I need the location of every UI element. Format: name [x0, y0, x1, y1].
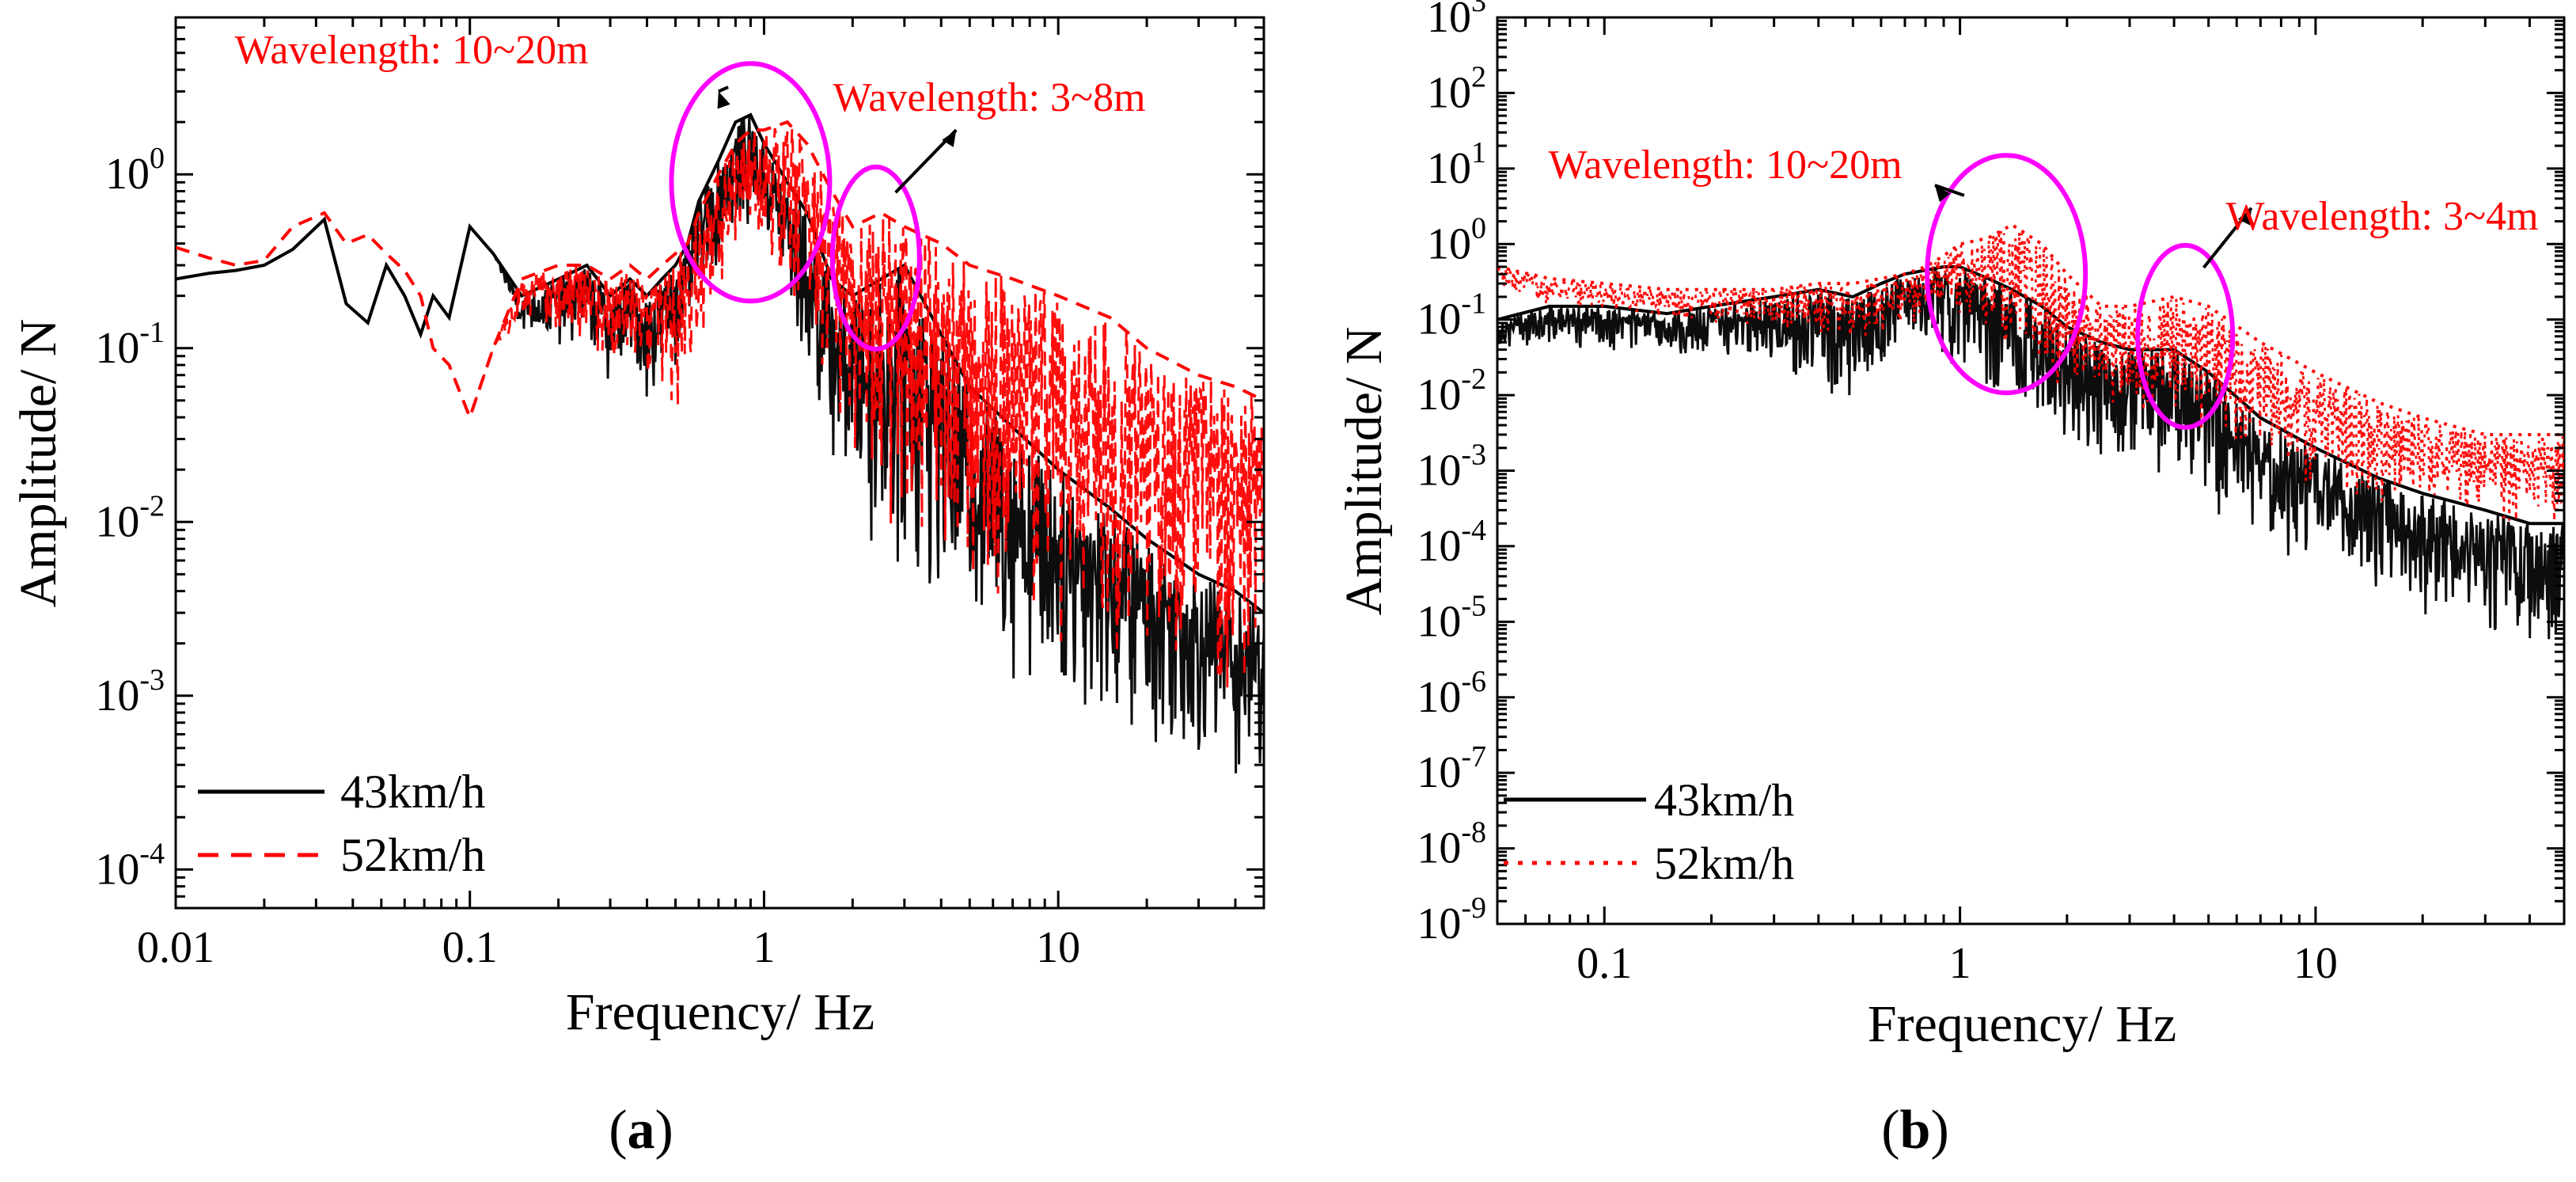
y-tick-label: 10-4 — [95, 837, 165, 894]
series-line-43km/h — [176, 115, 1264, 773]
series-line-43km/h — [1497, 268, 2564, 640]
annotation-label: Wavelength: 10~20m — [234, 28, 588, 73]
y-axis-label-b: Amplitude/ N — [1335, 327, 1393, 616]
y-tick-label: 10-1 — [95, 316, 165, 373]
annotation-arrowhead — [717, 91, 730, 109]
plot-frame-a — [174, 16, 1265, 910]
x-axis-label-a: Frequency/ Hz — [566, 983, 874, 1041]
y-tick-label: 10-8 — [1417, 816, 1486, 873]
annotations-a: Wavelength: 10~20m Wavelength: 3~8m — [234, 28, 1146, 352]
annotations-b: Wavelength: 10~20m Wavelength: 3~4m — [1548, 143, 2539, 430]
x-tick-label: 1 — [753, 923, 775, 972]
annotation-label: Wavelength: 10~20m — [1548, 143, 1902, 188]
series-peak-line-43km/h — [1497, 265, 2564, 526]
y-tick-label: 10-7 — [1417, 740, 1486, 797]
legend-label: 52km/h — [340, 829, 485, 881]
x-tick-label: 10 — [2293, 939, 2338, 988]
annotation-arrowhead — [942, 130, 957, 147]
annotation-arrowhead — [1934, 185, 1951, 203]
y-tick-label: 10-3 — [95, 663, 165, 720]
x-tick-label: 0.01 — [137, 923, 214, 972]
legend-label: 43km/h — [1654, 774, 1794, 826]
x-axis-label-b: Frequency/ Hz — [1868, 995, 2176, 1053]
y-tick-label: 10-6 — [1417, 665, 1486, 722]
annotation-ellipse — [1925, 153, 2088, 396]
y-tick-label: 10-4 — [1417, 514, 1486, 571]
y-tick-label: 100 — [1427, 211, 1486, 268]
y-axis-label-a: Amplitude/ N — [9, 319, 67, 608]
chart-panel-a: 0.01 0.1 1 10 10-4 10-3 10-2 10-1 100 43km/h 52km… — [9, 16, 1265, 1161]
y-tick-label: 10-5 — [1417, 589, 1486, 646]
y-tick-label: 10-2 — [95, 489, 165, 546]
legend-a: 43km/h 52km/h — [198, 766, 485, 881]
annotation-arrowhead — [2237, 207, 2252, 226]
series-line-52km/h — [1497, 230, 2564, 521]
panel-label-a: (a) — [609, 1100, 673, 1161]
y-tick-label: 10-1 — [1417, 287, 1486, 344]
annotation-ellipse — [829, 164, 922, 352]
axis-ticks-b: 0.1 1 10 10-9 10-8 10-7 10-6 10-5 10-4 10-3 10-2 10… — [1417, 0, 2566, 988]
y-tick-label: 101 — [1427, 136, 1486, 193]
y-tick-label: 10-3 — [1417, 439, 1486, 496]
y-tick-label: 103 — [1427, 0, 1486, 42]
y-tick-label: 10-9 — [1417, 891, 1486, 948]
data-layer-a — [176, 112, 1264, 773]
axis-ticks-a: 0.01 0.1 1 10 10-4 10-3 10-2 10-1 100 — [95, 16, 1265, 972]
x-tick-label: 0.1 — [1576, 939, 1632, 988]
annotation-ellipse — [2135, 242, 2236, 430]
chart-panel-b: 0.1 1 10 10-9 10-8 10-7 10-6 10-5 10-4 10-3 10-2 10… — [1335, 0, 2566, 1161]
y-tick-label: 102 — [1427, 60, 1486, 117]
x-tick-label: 0.1 — [442, 923, 498, 972]
data-layer-b — [1497, 222, 2564, 640]
x-tick-label: 10 — [1036, 923, 1080, 972]
series-peak-line-52km/h — [176, 120, 1264, 422]
annotation-label: Wavelength: 3~4m — [2225, 194, 2538, 239]
annotation-arrow — [1934, 184, 1965, 197]
legend-label: 52km/h — [1654, 838, 1794, 889]
annotation-ellipse — [669, 61, 833, 304]
y-tick-label: 100 — [105, 142, 165, 199]
y-tick-label: 10-2 — [1417, 363, 1486, 420]
series-peak-line-52km/h — [1497, 222, 2564, 436]
annotation-label: Wavelength: 3~8m — [833, 75, 1145, 120]
legend-b: 43km/h 52km/h — [1504, 774, 1794, 889]
legend-label: 43km/h — [340, 766, 485, 818]
annotation-arrow — [718, 86, 729, 93]
panel-label-b: (b) — [1881, 1100, 1949, 1161]
x-tick-label: 1 — [1949, 939, 1971, 988]
